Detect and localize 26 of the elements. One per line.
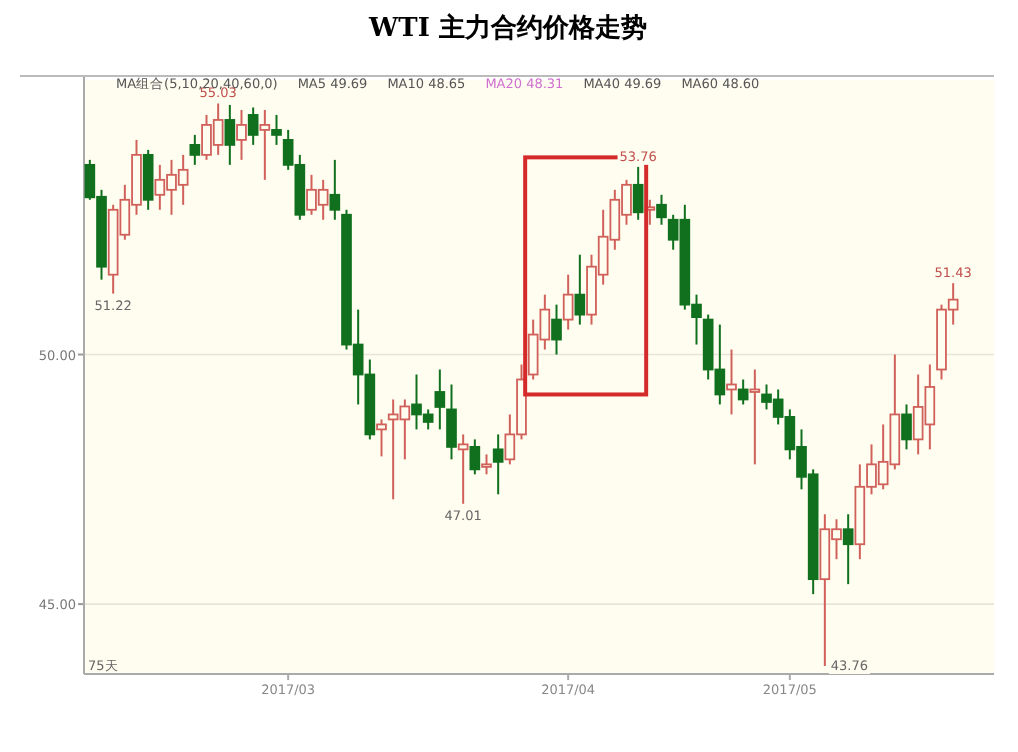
candlestick — [376, 418, 387, 458]
candlestick — [632, 165, 644, 221]
candlestick — [842, 513, 854, 586]
candlestick — [749, 368, 761, 466]
candlestick — [259, 108, 271, 181]
candlestick — [574, 253, 586, 326]
chart-title: WTI 主力合约价格走势 — [367, 12, 647, 44]
candlestick — [142, 148, 154, 211]
candlestick — [469, 438, 481, 476]
candlestick — [189, 133, 201, 166]
candlestick — [457, 433, 469, 505]
candlestick — [901, 403, 912, 451]
candlestick — [562, 273, 574, 331]
candlestick — [726, 348, 737, 416]
candlestick — [656, 193, 667, 226]
candlestick — [271, 113, 282, 146]
candlestick — [247, 106, 259, 146]
candlestick — [492, 433, 504, 496]
candlestick — [224, 103, 236, 166]
candlestick — [446, 383, 457, 461]
candlestick — [737, 378, 749, 406]
candlestick — [329, 158, 341, 221]
candlestick — [434, 368, 446, 431]
candlestick — [551, 303, 562, 356]
candlestick — [236, 108, 247, 161]
candlestick — [481, 453, 492, 476]
